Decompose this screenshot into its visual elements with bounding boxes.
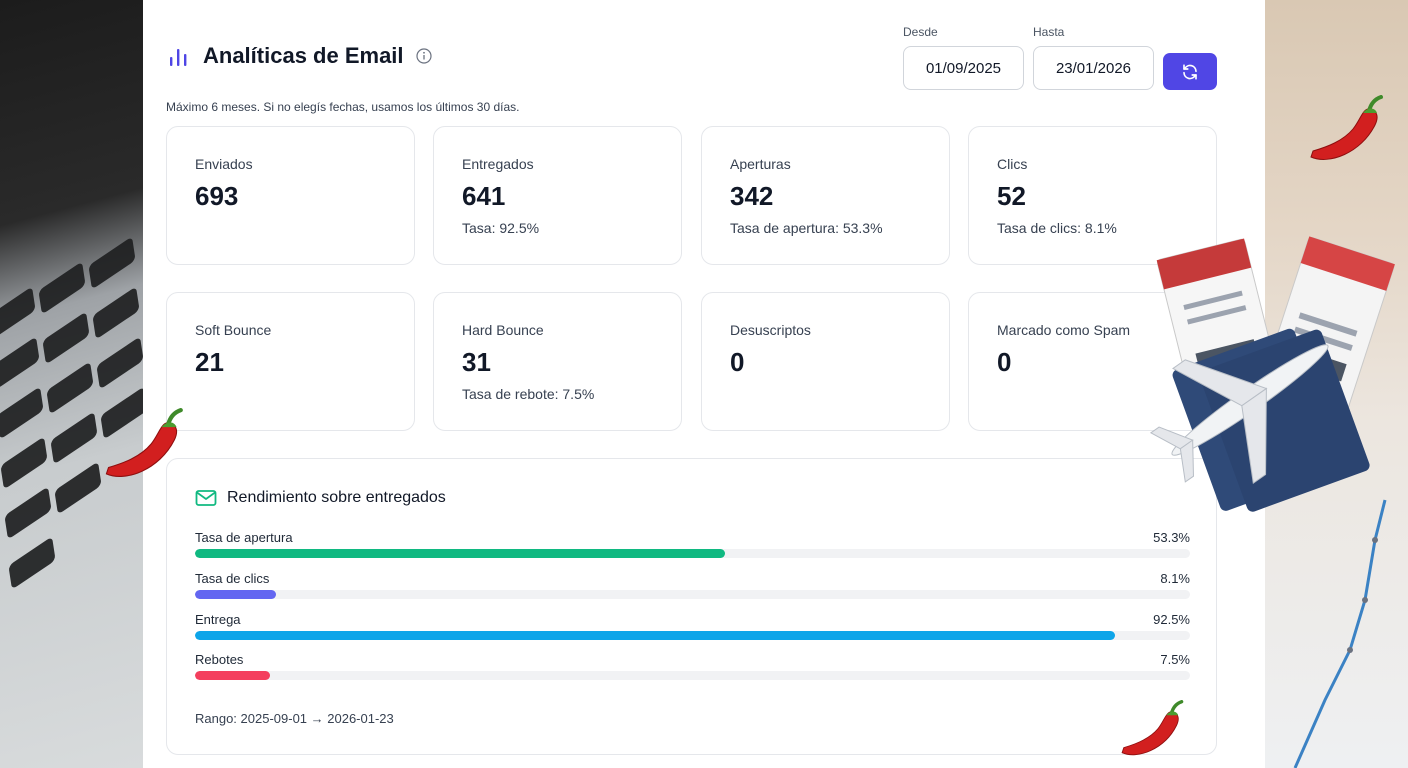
from-date-label: Desde — [903, 25, 938, 39]
progress-fill — [195, 590, 276, 599]
chili-pepper-sticker — [1121, 700, 1184, 756]
stat-label: Soft Bounce — [195, 322, 272, 338]
date-range-summary: Rango: 2025-09-01 → 2026-01-23 — [195, 711, 394, 726]
stat-rate: Tasa de apertura: 53.3% — [730, 220, 883, 236]
chili-pepper-sticker — [1310, 95, 1383, 160]
stat-label: Aperturas — [730, 156, 791, 172]
progress-fill — [195, 631, 1116, 640]
stat-card-clics: Clics 52 Tasa de clics: 8.1% — [968, 126, 1217, 265]
stat-value: 342 — [730, 181, 774, 211]
stat-label: Entregados — [462, 156, 534, 172]
stat-value: 0 — [730, 347, 745, 377]
progress-fill — [195, 671, 270, 680]
metric-label: Entrega — [195, 612, 241, 627]
stat-value: 641 — [462, 181, 506, 211]
performance-header: Rendimiento sobre entregados — [195, 489, 446, 507]
metric-value: 7.5% — [1160, 652, 1190, 667]
stat-label: Enviados — [195, 156, 253, 172]
performance-panel: Rendimiento sobre entregados Tasa de ape… — [166, 458, 1217, 755]
stat-value: 31 — [462, 347, 491, 377]
refresh-button[interactable] — [1163, 53, 1217, 90]
performance-title: Rendimiento sobre entregados — [227, 489, 446, 506]
stat-card-entregados: Entregados 641 Tasa: 92.5% — [433, 126, 682, 265]
from-date-input[interactable] — [903, 46, 1024, 90]
metric-label: Tasa de apertura — [195, 530, 293, 545]
stat-card-enviados: Enviados 693 — [166, 126, 415, 265]
stat-value: 52 — [997, 181, 1026, 211]
stat-value: 21 — [195, 347, 224, 377]
metric-value: 92.5% — [1153, 612, 1190, 627]
stat-card-hard-bounce: Hard Bounce 31 Tasa de rebote: 7.5% — [433, 292, 682, 431]
stat-rate: Tasa de rebote: 7.5% — [462, 386, 595, 402]
stat-value: 0 — [997, 347, 1012, 377]
progress-track — [195, 590, 1190, 599]
chili-pepper-sticker — [105, 408, 183, 477]
metric-label: Tasa de clics — [195, 571, 270, 586]
info-icon[interactable] — [415, 48, 432, 64]
stat-card-desuscriptos: Desuscriptos 0 — [701, 292, 950, 431]
page-header: Analíticas de Email — [167, 43, 432, 69]
progress-track — [195, 549, 1190, 558]
stat-card-soft-bounce: Soft Bounce 21 — [166, 292, 415, 431]
stat-label: Marcado como Spam — [997, 322, 1131, 338]
progress-track — [195, 671, 1190, 680]
background-laptop-photo — [0, 0, 143, 768]
stat-label: Desuscriptos — [730, 322, 811, 338]
travel-sticker — [1149, 236, 1395, 512]
stat-card-aperturas: Aperturas 342 Tasa de apertura: 53.3% — [701, 126, 950, 265]
mail-icon — [195, 489, 217, 507]
progress-track — [195, 631, 1190, 640]
to-date-label: Hasta — [1033, 25, 1065, 39]
to-date-input[interactable] — [1033, 46, 1154, 90]
stat-value: 693 — [195, 181, 239, 211]
stat-rate: Tasa de clics: 8.1% — [997, 220, 1117, 236]
metric-value: 8.1% — [1160, 571, 1190, 586]
stat-rate: Tasa: 92.5% — [462, 220, 540, 236]
refresh-icon — [1181, 63, 1199, 81]
metric-label: Rebotes — [195, 652, 244, 667]
metric-value: 53.3% — [1153, 530, 1190, 545]
page-title: Analíticas de Email — [203, 43, 404, 68]
stat-label: Hard Bounce — [462, 322, 544, 338]
stat-label: Clics — [997, 156, 1028, 172]
bar-chart-icon — [167, 45, 191, 67]
date-range-hint: Máximo 6 meses. Si no elegís fechas, usa… — [166, 100, 520, 114]
progress-fill — [195, 549, 726, 558]
